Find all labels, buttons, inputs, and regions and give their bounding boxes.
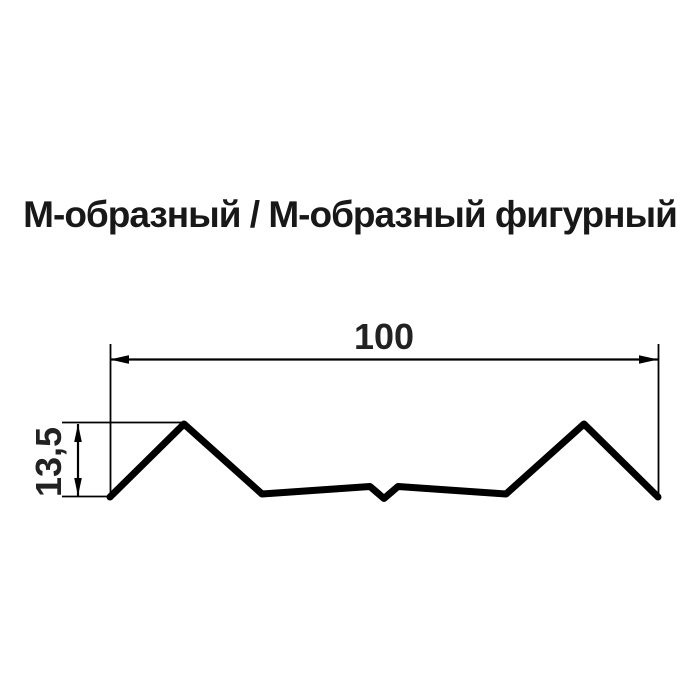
profile-outline (106, 420, 662, 502)
height-arrowhead-top (74, 424, 82, 442)
height-dimension-label: 13,5 (28, 427, 69, 497)
height-dimension: 13,5 (28, 421, 182, 498)
width-dimension-label: 100 (354, 316, 414, 357)
width-dimension: 100 (109, 316, 660, 497)
height-arrowhead-bottom (74, 478, 82, 496)
width-arrowhead-right (639, 355, 658, 364)
diagram-title: М-образный / М-образный фигурный (23, 194, 678, 235)
width-arrowhead-left (110, 355, 129, 364)
